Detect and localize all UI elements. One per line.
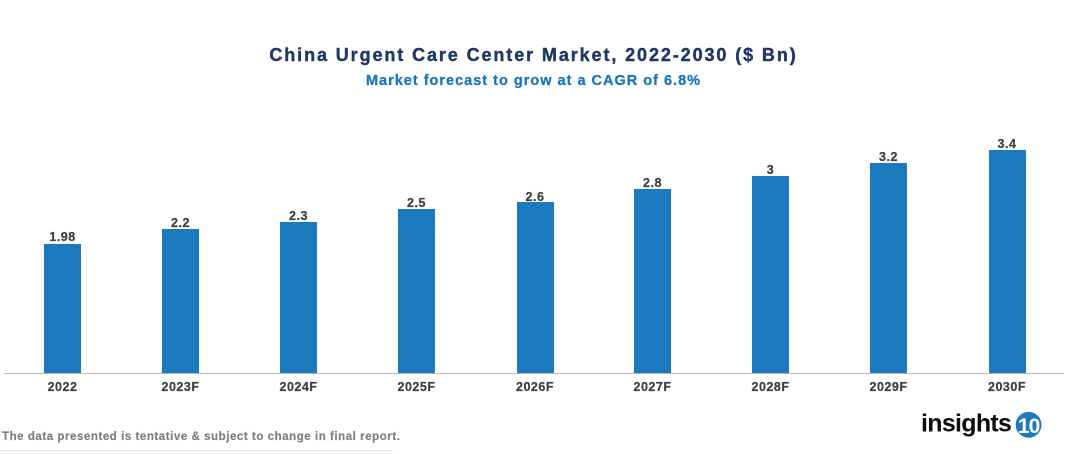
svg-text:10: 10 [1018,415,1040,438]
svg-text:insights: insights [921,409,1011,437]
